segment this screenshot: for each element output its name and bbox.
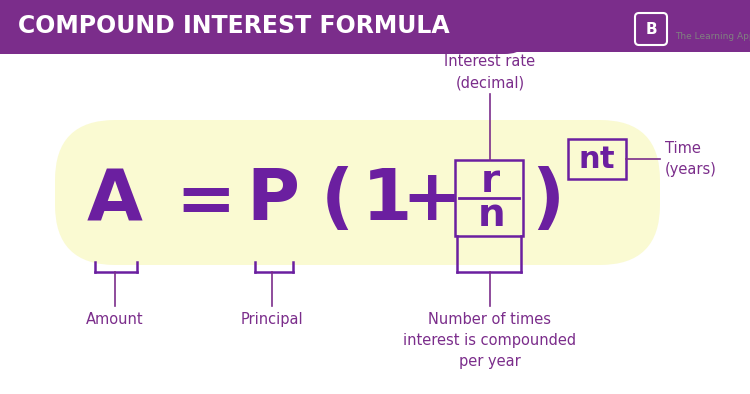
Bar	[0, 0, 530, 52]
Text: BYJU'S: BYJU'S	[675, 15, 730, 30]
Text: $\mathbf{r}$: $\mathbf{r}$	[479, 162, 500, 200]
Text: The Learning App: The Learning App	[675, 32, 750, 41]
Text: $\mathbf{=}$: $\mathbf{=}$	[160, 165, 230, 234]
FancyBboxPatch shape	[0, 0, 530, 54]
FancyBboxPatch shape	[568, 139, 626, 179]
Text: $\mathbf{1}$: $\mathbf{1}$	[362, 165, 409, 234]
Text: $\mathbf{nt}$: $\mathbf{nt}$	[578, 145, 616, 173]
Text: Amount: Amount	[86, 312, 144, 327]
Text: $\mathbf{P}$: $\mathbf{P}$	[246, 165, 298, 234]
Text: $\mathbf{+}$: $\mathbf{+}$	[400, 165, 455, 234]
Text: Number of times
interest is compounded
per year: Number of times interest is compounded p…	[404, 312, 577, 369]
Text: $\mathbf{)}$: $\mathbf{)}$	[530, 165, 560, 234]
Text: $\mathbf{A}$: $\mathbf{A}$	[86, 165, 144, 234]
FancyBboxPatch shape	[55, 120, 660, 265]
Polygon shape	[0, 0, 750, 52]
Text: B: B	[645, 22, 657, 37]
Text: Interest rate
(decimal): Interest rate (decimal)	[445, 54, 536, 90]
FancyBboxPatch shape	[455, 160, 523, 236]
Text: Time
(years): Time (years)	[665, 141, 717, 177]
FancyBboxPatch shape	[630, 8, 672, 50]
Text: COMPOUND INTEREST FORMULA: COMPOUND INTEREST FORMULA	[18, 14, 450, 38]
Bar	[0, 0, 50, 54]
FancyBboxPatch shape	[635, 13, 667, 45]
Text: $\mathbf{n}$: $\mathbf{n}$	[477, 197, 503, 234]
Text: $\mathbf{(}$: $\mathbf{(}$	[320, 165, 350, 234]
Text: Principal: Principal	[241, 312, 303, 327]
